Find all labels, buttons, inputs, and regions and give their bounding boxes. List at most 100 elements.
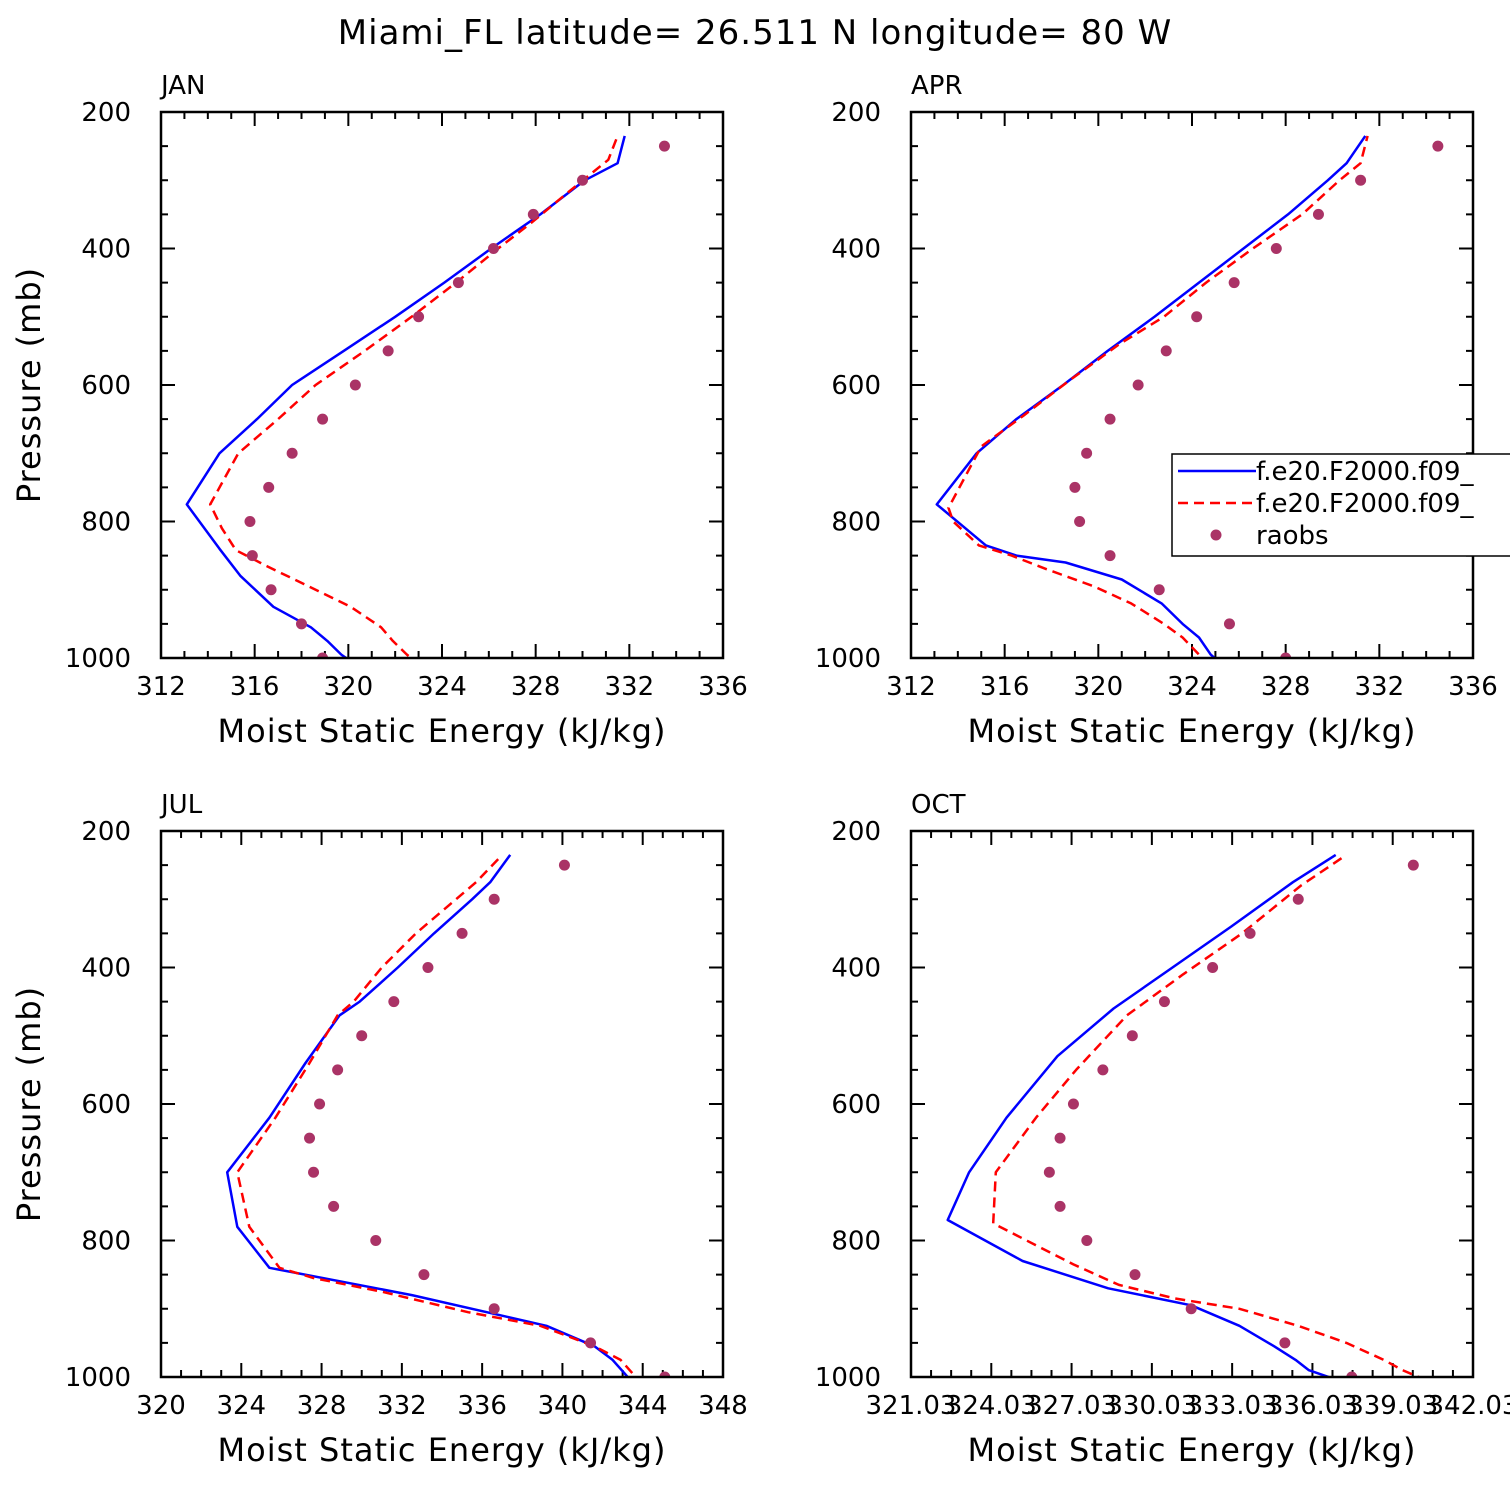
y-tick-label: 200 <box>81 98 131 128</box>
raobs-point <box>317 413 329 425</box>
y-tick-label: 200 <box>831 817 881 847</box>
x-axis-title: Moist Static Energy (kJ/kg) <box>218 1431 667 1469</box>
raobs-point <box>317 652 329 658</box>
raobs-point <box>1292 893 1304 905</box>
x-tick-label: 344 <box>618 1391 668 1421</box>
x-tick-label: 332 <box>605 672 655 702</box>
raobs-point <box>1153 584 1165 596</box>
x-tick-label: 336 <box>1448 672 1498 702</box>
raobs-point <box>1054 1132 1066 1144</box>
raobs-point <box>1158 996 1170 1008</box>
raobs-point <box>370 1235 382 1246</box>
x-tick-label: 332 <box>377 1391 427 1421</box>
raobs-point <box>1191 311 1203 323</box>
raobs-point <box>1407 859 1419 871</box>
legend: f.e20.F2000.f09_f.e20.F2000.f09_raobs <box>1171 453 1510 557</box>
x-tick-label: 327.03 <box>1026 1391 1117 1421</box>
raobs-point <box>263 481 275 493</box>
raobs-point <box>413 311 425 323</box>
panels: JAN 312 316 320 324 328 332 336 200 400 600 800 1000… <box>10 71 1510 1469</box>
raobs-point <box>1270 243 1282 254</box>
raobs-point <box>308 1166 320 1178</box>
raobs-point <box>456 927 468 939</box>
x-tick-label: 336 <box>457 1391 507 1421</box>
raobs-point <box>1228 277 1240 289</box>
legend-dot <box>1210 529 1222 541</box>
raobs-point <box>265 584 277 596</box>
panel-label: JAN <box>159 71 205 101</box>
series-line-dashed <box>208 135 619 658</box>
series-line-solid <box>946 853 1337 1377</box>
y-tick-label: 200 <box>81 817 131 847</box>
x-tick-label: 321.03 <box>866 1391 957 1421</box>
raobs-point <box>452 277 464 289</box>
plot-frame <box>909 829 1475 1379</box>
figure-title: Miami_FL latitude= 26.511 N longitude= 8… <box>338 13 1172 53</box>
x-tick-label: 316 <box>980 672 1030 702</box>
legend-label: raobs <box>1256 521 1329 551</box>
x-tick-label: 320 <box>1074 672 1124 702</box>
y-tick-label: 600 <box>831 371 881 401</box>
raobs-point <box>246 550 258 562</box>
y-tick-label: 400 <box>831 235 881 265</box>
x-axis-title: Moist Static Energy (kJ/kg) <box>218 712 667 750</box>
x-tick-label: 336.03 <box>1267 1391 1358 1421</box>
series-line-solid <box>185 135 626 658</box>
x-tick-label: 339.03 <box>1347 1391 1438 1421</box>
panel-label: APR <box>911 71 963 101</box>
raobs-point <box>527 208 539 220</box>
raobs-point <box>1054 1200 1066 1212</box>
raobs-point <box>659 1371 671 1377</box>
raobs-point <box>1185 1303 1197 1315</box>
y-axis-title: Pressure (mb) <box>10 267 48 503</box>
raobs-point <box>1067 1098 1079 1110</box>
y-tick-label: 600 <box>831 1090 881 1120</box>
legend-label: f.e20.F2000.f09_ <box>1256 457 1474 487</box>
x-tick-label: 336 <box>698 672 748 702</box>
panel-apr: APR 312 316 320 324 328 332 336 200 400 600 800 1000… <box>815 71 1498 750</box>
x-tick-label: 340 <box>538 1391 588 1421</box>
y-tick-label: 800 <box>831 1227 881 1257</box>
raobs-point <box>1244 927 1256 939</box>
y-tick-label: 400 <box>81 954 131 984</box>
x-tick-label: 320 <box>136 1391 186 1421</box>
x-tick-label: 316 <box>230 672 280 702</box>
x-tick-label: 342.03 <box>1428 1391 1510 1421</box>
x-tick-label: 324 <box>417 672 467 702</box>
raobs-point <box>1207 962 1219 973</box>
raobs-point <box>332 1064 344 1076</box>
y-tick-label: 1000 <box>815 644 881 674</box>
raobs-point <box>286 447 298 459</box>
x-tick-label: 328 <box>511 672 561 702</box>
plot-frame <box>909 110 1475 660</box>
panel-oct: OCT321.03324.03327.03330.03333.03336.033… <box>815 790 1510 1469</box>
plot-area <box>225 854 671 1377</box>
y-tick-label: 800 <box>831 508 881 538</box>
raobs-point <box>314 1098 326 1110</box>
raobs-point <box>304 1132 316 1144</box>
y-tick-label: 1000 <box>65 1363 131 1393</box>
series-line-solid <box>225 854 630 1377</box>
raobs-point <box>1097 1064 1109 1076</box>
raobs-point <box>1355 174 1367 186</box>
raobs-point <box>1043 1166 1055 1178</box>
raobs-point <box>558 859 570 871</box>
x-tick-label: 330.03 <box>1106 1391 1197 1421</box>
raobs-point <box>585 1337 597 1349</box>
raobs-point <box>1104 413 1116 425</box>
raobs-point <box>1104 550 1116 562</box>
y-tick-label: 800 <box>81 1227 131 1257</box>
x-tick-label: 324 <box>216 1391 266 1421</box>
raobs-point <box>382 345 394 357</box>
plot-frame <box>159 829 725 1379</box>
y-axis-title: Pressure (mb) <box>10 986 48 1222</box>
raobs-point <box>422 962 434 973</box>
panel-label: JUL <box>159 790 203 820</box>
x-tick-label: 328 <box>1261 672 1311 702</box>
x-tick-label: 332 <box>1355 672 1405 702</box>
x-axis-title: Moist Static Energy (kJ/kg) <box>968 712 1417 750</box>
y-tick-label: 1000 <box>65 644 131 674</box>
raobs-point <box>1069 481 1081 493</box>
plot-area <box>185 135 670 658</box>
